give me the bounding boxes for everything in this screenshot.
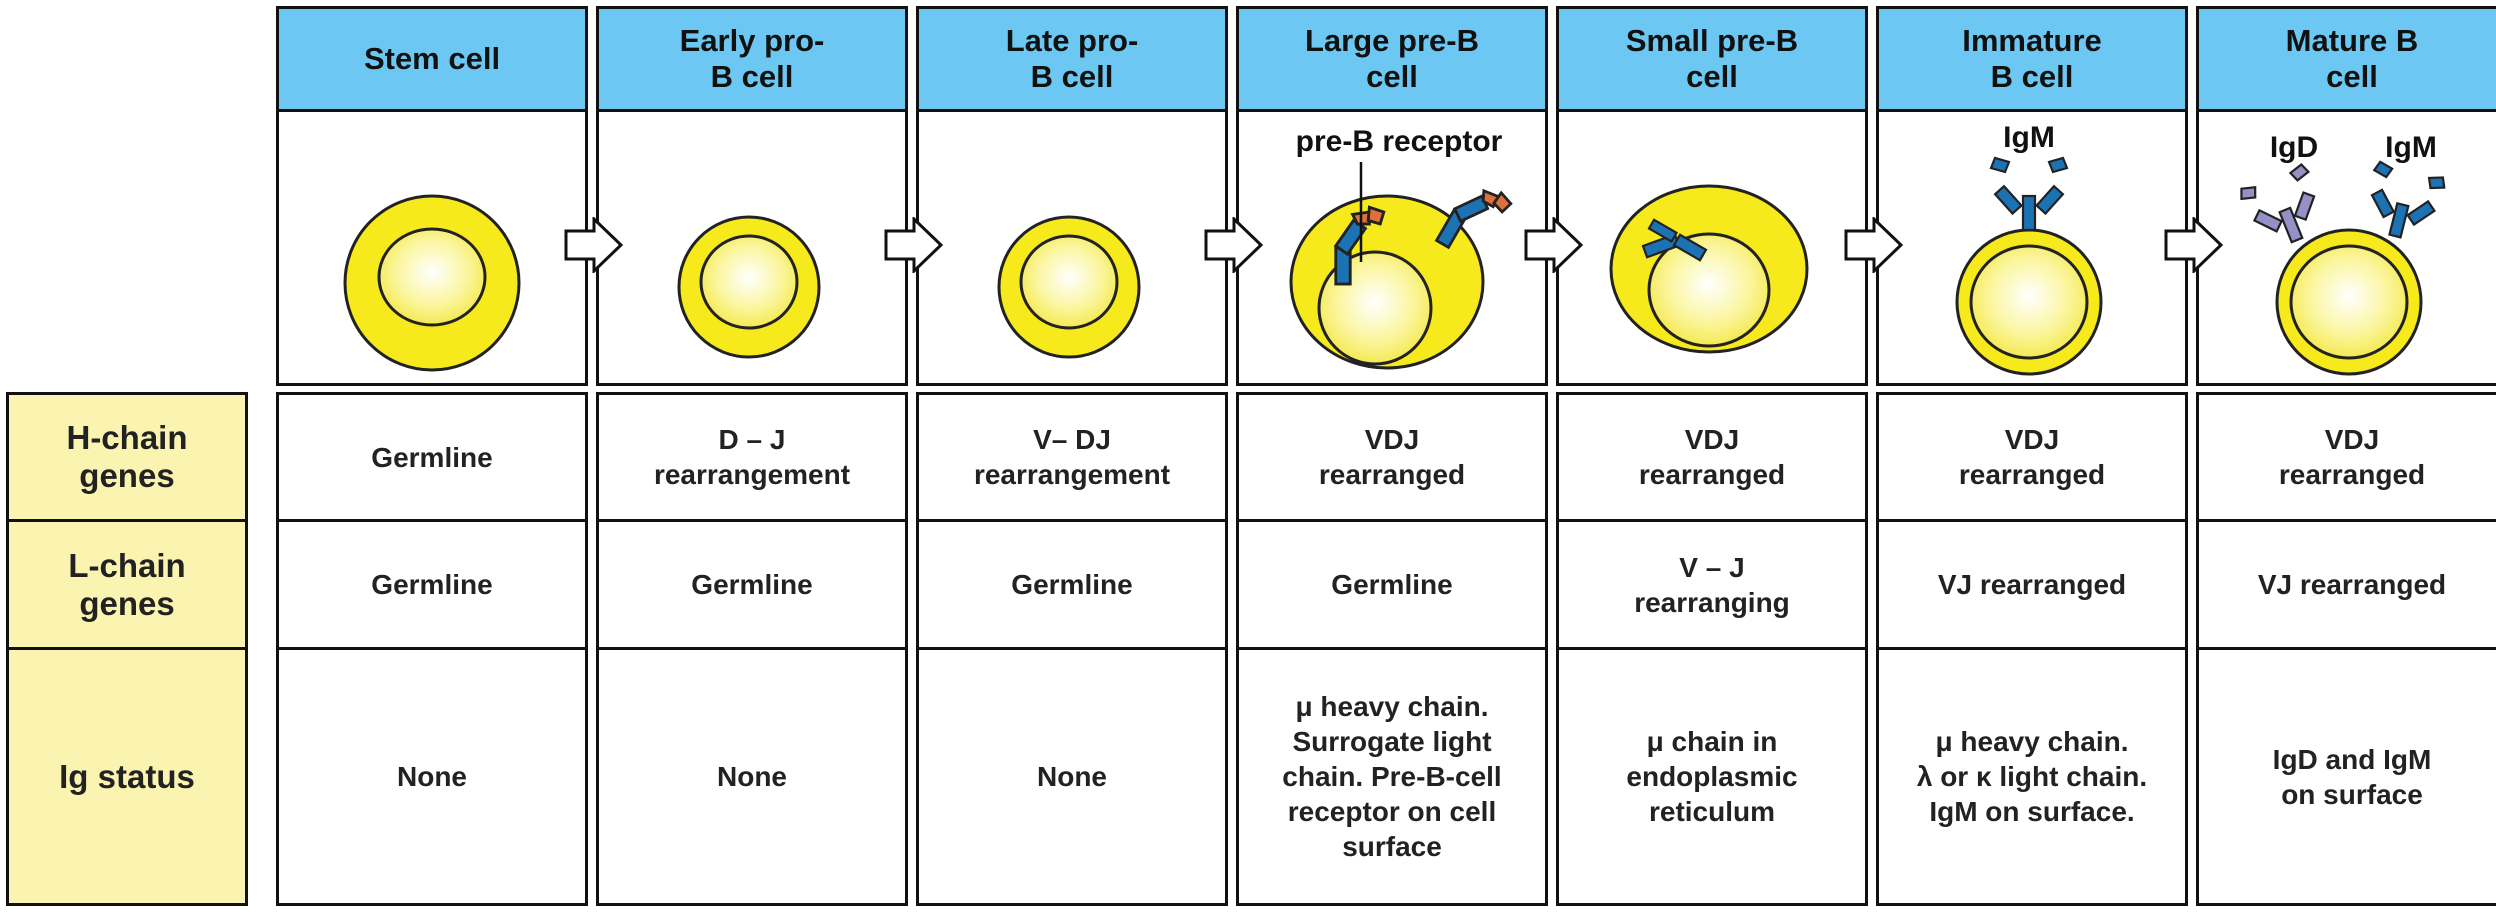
h-chain-cell: VDJ rearranged bbox=[2199, 395, 2496, 522]
progression-arrow-icon bbox=[1844, 217, 1904, 273]
stage-column-5: Small pre-B cell bbox=[1556, 6, 1868, 386]
row-label-h-chain: H-chain genes bbox=[6, 392, 248, 522]
stage-properties-3: V– DJ rearrangement Germline None bbox=[916, 392, 1228, 906]
stage-column-7: Mature B cell IgD IgM bbox=[2196, 6, 2496, 386]
l-chain-cell: Germline bbox=[1239, 522, 1545, 650]
ig-status-cell: None bbox=[397, 761, 467, 792]
mu-chain-icon bbox=[1641, 218, 1708, 262]
cell-illustration bbox=[1609, 184, 1809, 354]
cell-illustration bbox=[677, 215, 821, 359]
cell-illustration bbox=[343, 194, 521, 372]
ig-status-cell: IgD and IgM on surface bbox=[2272, 743, 2432, 810]
stage-title: Large pre-B cell bbox=[1239, 9, 1545, 112]
igd-label: IgD bbox=[2270, 131, 2318, 164]
igm-icon bbox=[2370, 160, 2446, 239]
stage-title: Immature B cell bbox=[1879, 9, 2185, 112]
igm-label: IgM bbox=[2003, 121, 2055, 154]
nucleus bbox=[1019, 234, 1119, 330]
h-chain-cell: D – J rearrangement bbox=[599, 395, 905, 522]
igm-label: IgM bbox=[2385, 131, 2437, 164]
stage-title: Early pro- B cell bbox=[599, 9, 905, 112]
stage-title: Mature B cell bbox=[2199, 9, 2496, 112]
ig-status-cell: None bbox=[1037, 761, 1107, 792]
l-chain-cell: Germline bbox=[919, 522, 1225, 650]
progression-arrow-icon bbox=[884, 217, 944, 273]
stage-properties-7: VDJ rearranged VJ rearranged IgD and IgM o… bbox=[2196, 392, 2496, 906]
progression-arrow-icon bbox=[1204, 217, 1264, 273]
l-chain-cell: Germline bbox=[599, 522, 905, 650]
stage-column-4: Large pre-B cell pre-B receptor bbox=[1236, 6, 1548, 386]
ig-status-cell: μ heavy chain. Surrogate light chain. Pr… bbox=[1282, 691, 1502, 862]
nucleus bbox=[1969, 244, 2089, 360]
l-chain-cell: VJ rearranged bbox=[2199, 522, 2496, 650]
h-chain-cell: V– DJ rearrangement bbox=[919, 395, 1225, 522]
h-chain-cell: VDJ rearranged bbox=[1239, 395, 1545, 522]
stage-title: Late pro- B cell bbox=[919, 9, 1225, 112]
l-chain-cell: V – J rearranging bbox=[1559, 522, 1865, 650]
nucleus bbox=[699, 234, 799, 330]
stage-properties-4: VDJ rearranged Germline μ heavy chain. Sur… bbox=[1236, 392, 1548, 906]
pre-b-receptor-label: pre-B receptor bbox=[1296, 125, 1503, 158]
igd-icon bbox=[2240, 163, 2316, 244]
stage-column-2: Early pro- B cell bbox=[596, 6, 908, 386]
pre-b-receptor-icon bbox=[1333, 205, 1386, 286]
igm-icon bbox=[1989, 156, 2069, 232]
stage-title: Small pre-B cell bbox=[1559, 9, 1865, 112]
stage-title: Stem cell bbox=[279, 9, 585, 112]
pre-b-receptor-surface-icon bbox=[1434, 188, 1513, 250]
cell-illustration: pre-B receptor bbox=[1289, 125, 1513, 370]
h-chain-cell: Germline bbox=[279, 395, 585, 522]
nucleus bbox=[2289, 244, 2409, 360]
row-label-l-chain: L-chain genes bbox=[6, 519, 248, 650]
ig-status-cell: μ heavy chain. λ or κ light chain. IgM o… bbox=[1916, 726, 2148, 827]
nucleus bbox=[377, 227, 487, 327]
h-chain-cell: VDJ rearranged bbox=[1879, 395, 2185, 522]
progression-arrow-icon bbox=[1524, 217, 1584, 273]
h-chain-cell: VDJ rearranged bbox=[1559, 395, 1865, 522]
l-chain-cell: VJ rearranged bbox=[1879, 522, 2185, 650]
ig-status-cell: None bbox=[717, 761, 787, 792]
ig-status-cell: μ chain in endoplasmic reticulum bbox=[1626, 726, 1798, 827]
l-chain-cell: Germline bbox=[279, 522, 585, 650]
progression-arrow-icon bbox=[2164, 217, 2224, 273]
cell-illustration: IgD IgM bbox=[2240, 131, 2446, 376]
stage-column-3: Late pro- B cell bbox=[916, 6, 1228, 386]
stage-properties-2: D – J rearrangement Germline None bbox=[596, 392, 908, 906]
stage-column-6: Immature B cell IgM bbox=[1876, 6, 2188, 386]
cell-illustration bbox=[997, 215, 1141, 359]
row-label-ig-status: Ig status bbox=[6, 647, 248, 906]
stage-properties-6: VDJ rearranged VJ rearranged μ heavy chain… bbox=[1876, 392, 2188, 906]
stage-properties-5: VDJ rearranged V – J rearranging μ chain i… bbox=[1556, 392, 1868, 906]
nucleus bbox=[1647, 232, 1771, 348]
progression-arrow-icon bbox=[564, 217, 624, 273]
stage-column-1: Stem cell bbox=[276, 6, 588, 386]
cell-illustration: IgM bbox=[1955, 121, 2103, 376]
stage-properties-1: Germline Germline None bbox=[276, 392, 588, 906]
